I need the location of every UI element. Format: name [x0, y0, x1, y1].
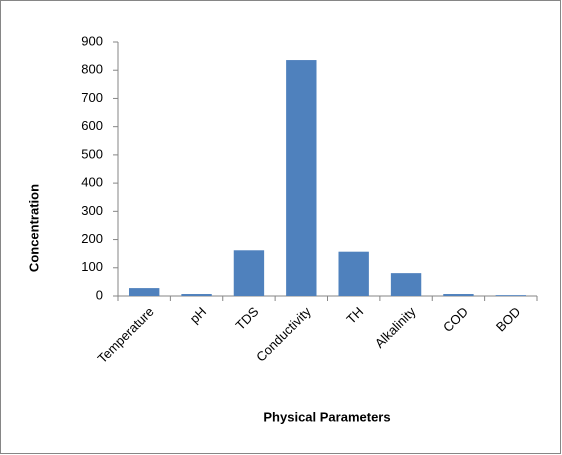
y-tick-label: 100 [81, 259, 103, 274]
x-axis-title: Physical Parameters [263, 409, 390, 424]
bar [286, 60, 317, 296]
bar [181, 294, 212, 296]
y-tick-label: 0 [96, 287, 103, 302]
y-tick-label: 500 [81, 146, 103, 161]
bar [495, 295, 527, 296]
bar [233, 250, 265, 296]
y-tick-label: 400 [81, 175, 103, 190]
bar [128, 288, 160, 296]
y-tick-label: 600 [81, 118, 103, 133]
y-axis-title: Concentration [26, 184, 41, 272]
y-tick-label: 300 [81, 203, 103, 218]
y-tick-label: 200 [81, 231, 103, 246]
bar [338, 251, 369, 296]
y-tick-label: 900 [81, 33, 103, 48]
bar [443, 294, 474, 296]
y-tick-label: 800 [81, 62, 103, 77]
bar [390, 273, 422, 296]
y-tick-label: 700 [81, 90, 103, 105]
